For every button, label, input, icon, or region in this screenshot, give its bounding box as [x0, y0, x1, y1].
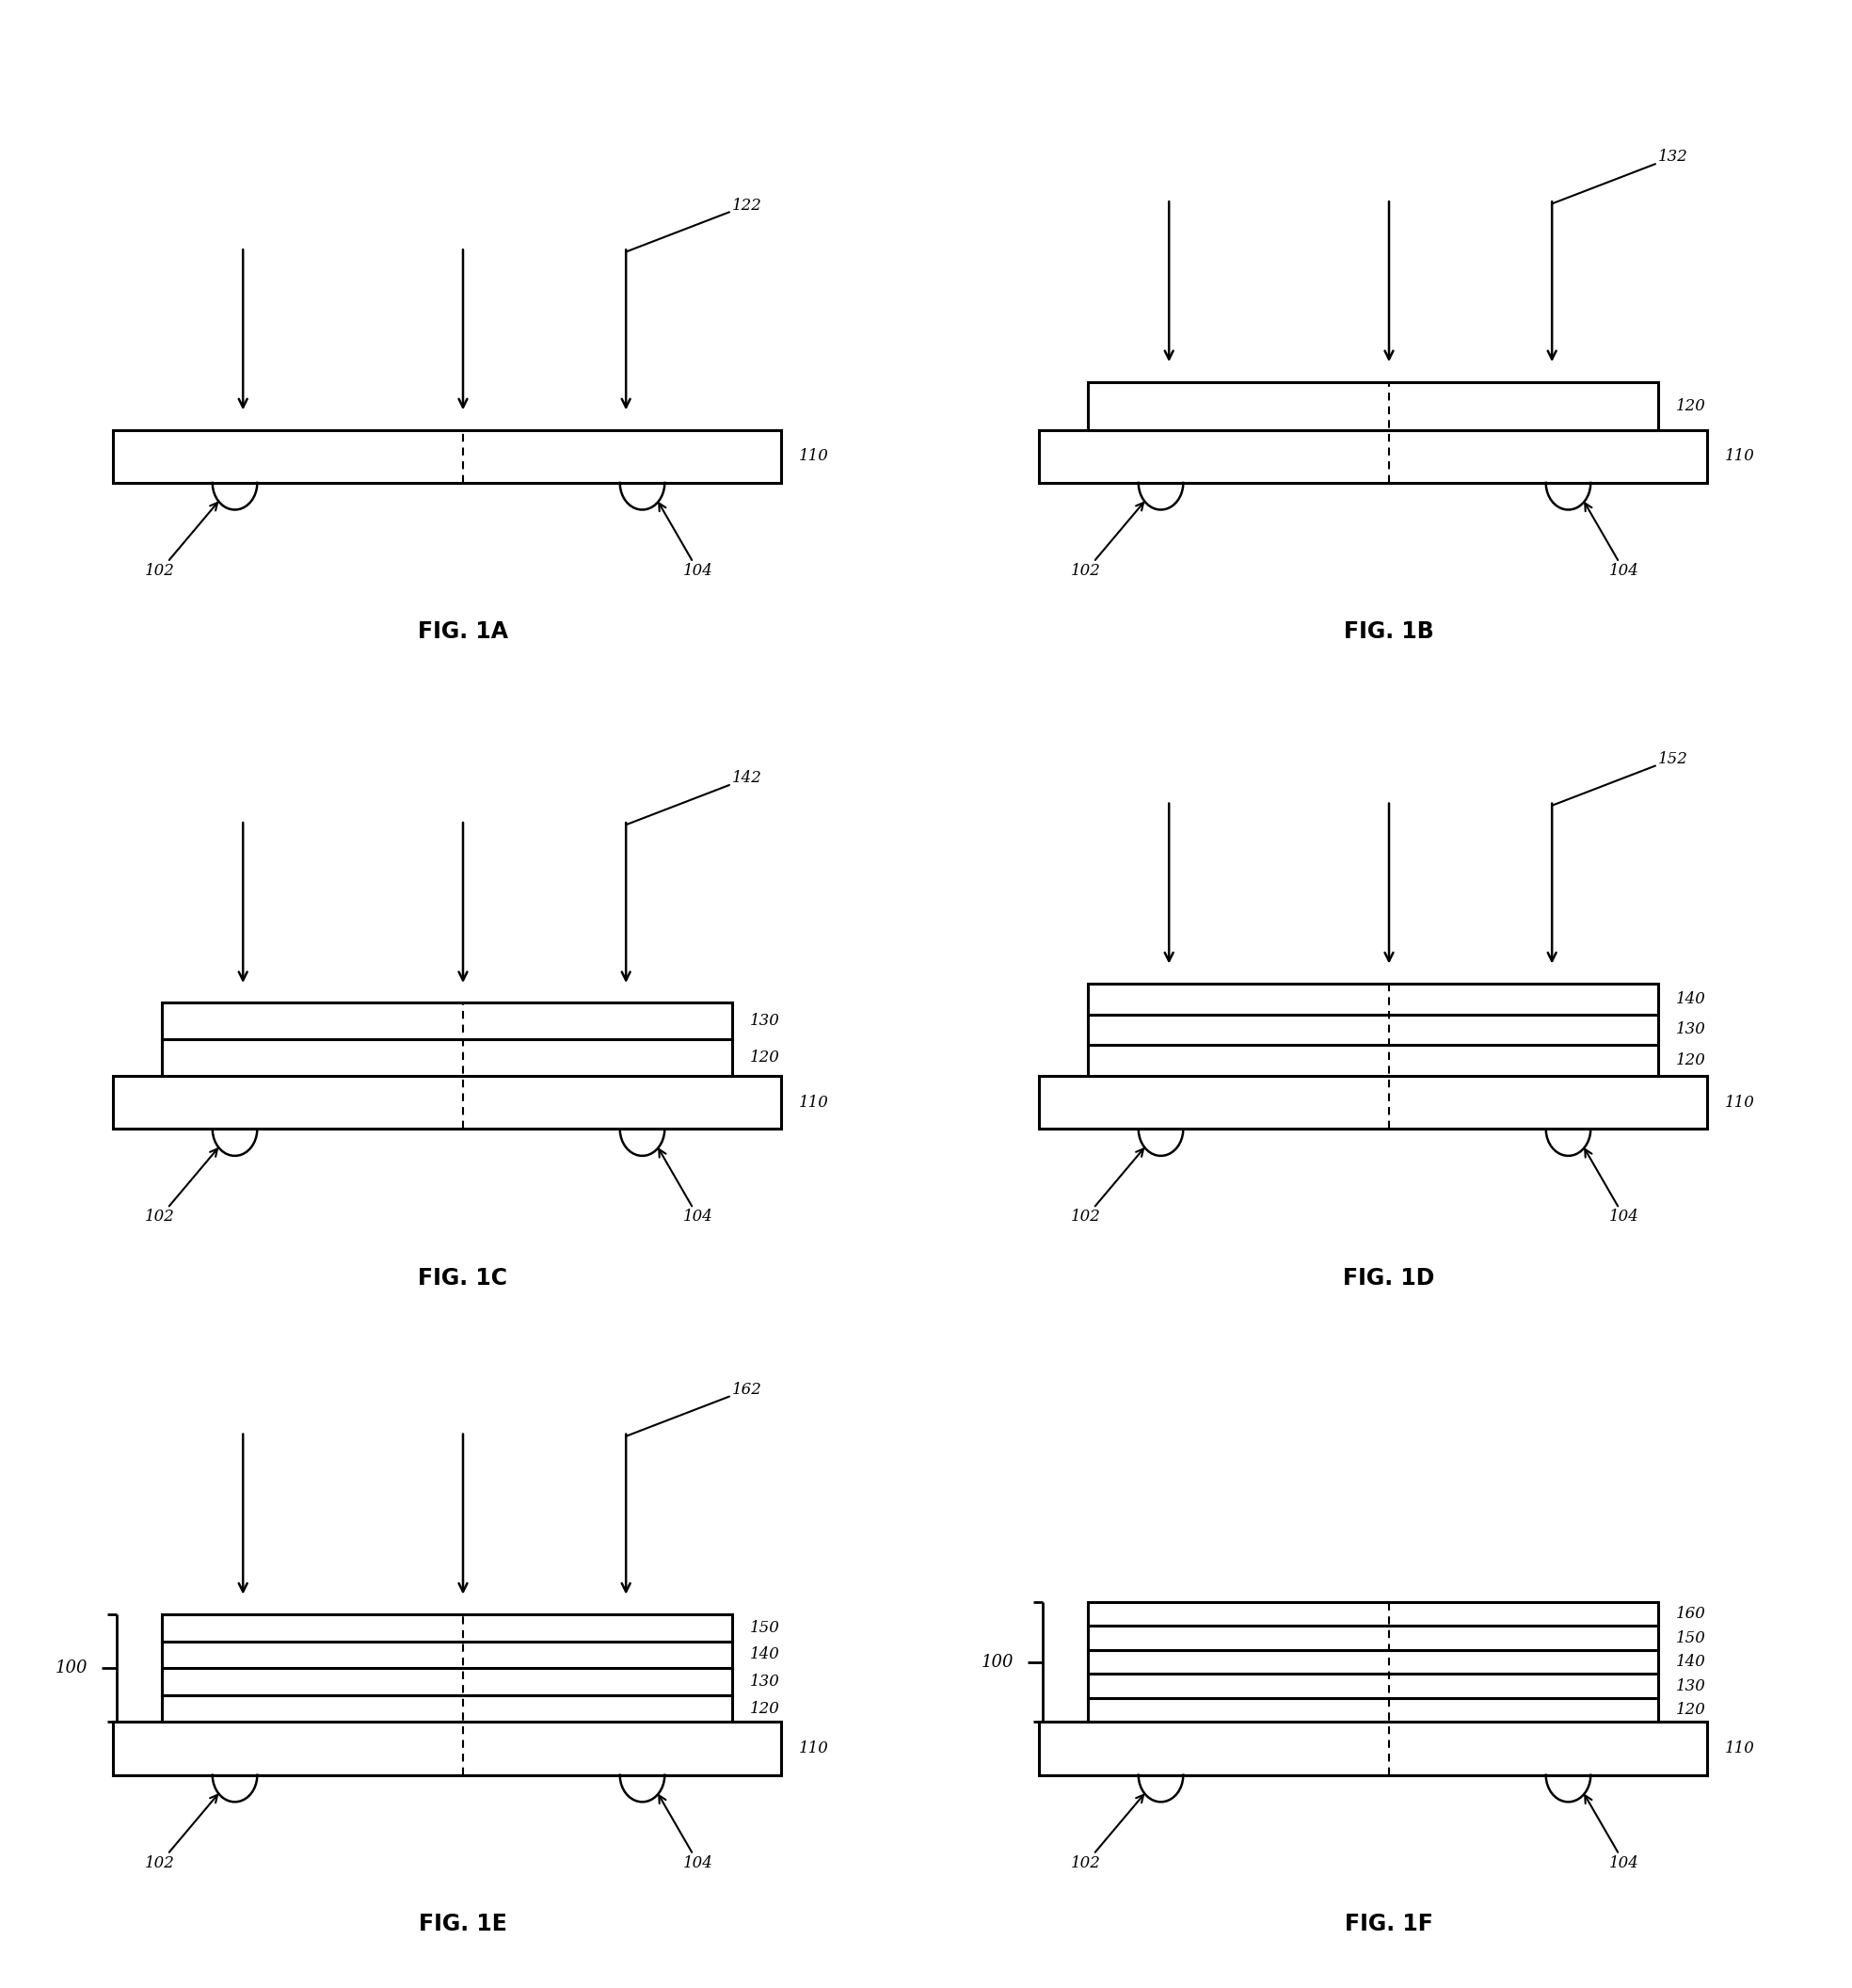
Text: 130: 130 [1676, 1678, 1706, 1694]
Text: 122: 122 [626, 197, 761, 252]
Text: 130: 130 [750, 1674, 780, 1690]
Text: 100: 100 [56, 1660, 89, 1676]
Bar [1087, 1602, 1658, 1626]
Text: 150: 150 [1676, 1630, 1706, 1646]
Text: 104: 104 [659, 1795, 713, 1871]
Bar [1087, 1046, 1658, 1076]
Bar [1087, 382, 1658, 429]
Text: 104: 104 [1585, 503, 1639, 579]
Text: 120: 120 [1676, 1702, 1706, 1718]
Bar [161, 1002, 732, 1040]
Bar [1039, 429, 1708, 483]
Bar [161, 1668, 732, 1696]
Text: FIG. 1F: FIG. 1F [1345, 1912, 1433, 1936]
Bar [1087, 1626, 1658, 1650]
Text: 110: 110 [798, 1741, 828, 1757]
Text: 110: 110 [798, 449, 828, 465]
Text: 110: 110 [1724, 1741, 1754, 1757]
Text: 110: 110 [1724, 449, 1754, 465]
Text: 132: 132 [1552, 149, 1687, 203]
Text: 140: 140 [750, 1646, 780, 1662]
Text: 102: 102 [1070, 503, 1143, 579]
Bar [1039, 1722, 1708, 1775]
Bar [161, 1696, 732, 1722]
Text: 130: 130 [1676, 1022, 1706, 1038]
Bar [1087, 1674, 1658, 1698]
Text: 104: 104 [659, 503, 713, 579]
Text: FIG. 1C: FIG. 1C [419, 1266, 507, 1290]
Text: 120: 120 [1676, 398, 1706, 414]
Text: 102: 102 [144, 1149, 217, 1225]
Text: 140: 140 [1676, 990, 1706, 1008]
Text: 104: 104 [1585, 1795, 1639, 1871]
Text: 102: 102 [1070, 1795, 1143, 1871]
Text: 150: 150 [750, 1620, 780, 1636]
Text: 104: 104 [1585, 1149, 1639, 1225]
Text: 120: 120 [750, 1050, 780, 1066]
Text: 100: 100 [982, 1654, 1015, 1670]
Text: 142: 142 [626, 769, 761, 825]
Text: 162: 162 [626, 1382, 761, 1435]
Text: 140: 140 [1676, 1654, 1706, 1670]
Bar [1087, 1650, 1658, 1674]
Text: 120: 120 [1676, 1052, 1706, 1070]
Text: 102: 102 [144, 1795, 217, 1871]
Bar [161, 1642, 732, 1668]
Text: FIG. 1D: FIG. 1D [1343, 1266, 1435, 1290]
Bar [1087, 1698, 1658, 1722]
Text: 102: 102 [144, 503, 217, 579]
Text: 110: 110 [1724, 1095, 1754, 1111]
Text: 102: 102 [1070, 1149, 1143, 1225]
Bar [113, 429, 782, 483]
Text: FIG. 1A: FIG. 1A [419, 620, 507, 644]
Bar [1087, 1014, 1658, 1046]
Text: 104: 104 [659, 1149, 713, 1225]
Text: 130: 130 [750, 1014, 780, 1030]
Bar [1087, 984, 1658, 1014]
Text: 160: 160 [1676, 1606, 1706, 1622]
Bar [113, 1722, 782, 1775]
Text: FIG. 1B: FIG. 1B [1345, 620, 1433, 644]
Bar [161, 1040, 732, 1076]
Bar [113, 1076, 782, 1129]
Bar [161, 1614, 732, 1642]
Text: 120: 120 [750, 1700, 780, 1716]
Bar [1039, 1076, 1708, 1129]
Text: FIG. 1E: FIG. 1E [419, 1912, 507, 1936]
Text: 110: 110 [798, 1095, 828, 1111]
Text: 152: 152 [1552, 751, 1687, 805]
